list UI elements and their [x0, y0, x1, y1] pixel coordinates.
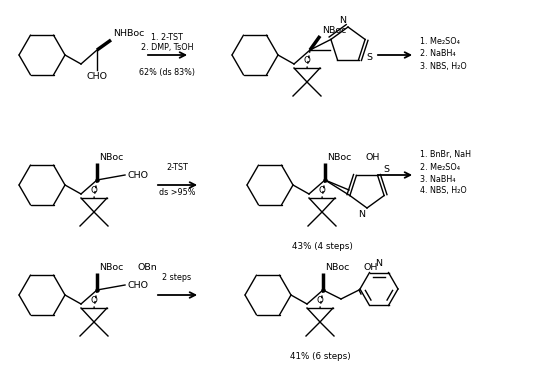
Text: 2. NaBH₄: 2. NaBH₄ — [420, 50, 456, 59]
Text: 3. NaBH₄: 3. NaBH₄ — [420, 175, 455, 184]
Text: 3. NBS, H₂O: 3. NBS, H₂O — [420, 62, 467, 70]
Text: N: N — [340, 16, 347, 25]
Text: 4. NBS, H₂O: 4. NBS, H₂O — [420, 186, 467, 195]
Text: OBn: OBn — [137, 263, 157, 272]
Text: 43% (4 steps): 43% (4 steps) — [292, 242, 353, 251]
Text: O: O — [90, 186, 97, 195]
Text: NHBoc: NHBoc — [113, 29, 144, 38]
Text: O: O — [318, 186, 325, 195]
Text: CHO: CHO — [127, 170, 148, 179]
Text: S: S — [366, 53, 372, 62]
Text: O: O — [90, 296, 97, 305]
Text: NBoc: NBoc — [322, 26, 346, 35]
Text: NBoc: NBoc — [325, 263, 349, 272]
Text: 62% (ds 83%): 62% (ds 83%) — [139, 68, 195, 77]
Text: 1. Me₂SO₄: 1. Me₂SO₄ — [420, 38, 460, 47]
Text: 1. BnBr, NaH: 1. BnBr, NaH — [420, 150, 471, 160]
Text: ds >95%: ds >95% — [159, 188, 195, 197]
Text: 2. DMP, TsOH: 2. DMP, TsOH — [141, 43, 193, 52]
Text: NBoc: NBoc — [99, 153, 124, 162]
Text: 2. Me₂SO₄: 2. Me₂SO₄ — [420, 163, 460, 172]
Text: N: N — [376, 259, 383, 268]
Text: NBoc: NBoc — [99, 263, 124, 272]
Text: O: O — [303, 56, 310, 65]
Text: OH: OH — [365, 153, 379, 162]
Text: N: N — [358, 210, 365, 219]
Text: 41% (6 steps): 41% (6 steps) — [289, 352, 350, 361]
Text: 2 steps: 2 steps — [163, 273, 192, 282]
Text: OH: OH — [363, 263, 377, 272]
Text: 2-TST: 2-TST — [166, 163, 188, 172]
Text: CHO: CHO — [127, 280, 148, 289]
Text: NBoc: NBoc — [327, 153, 351, 162]
Text: CHO: CHO — [87, 72, 108, 81]
Text: S: S — [383, 165, 389, 174]
Text: 1. 2-TST: 1. 2-TST — [151, 33, 183, 42]
Text: O: O — [317, 296, 324, 305]
